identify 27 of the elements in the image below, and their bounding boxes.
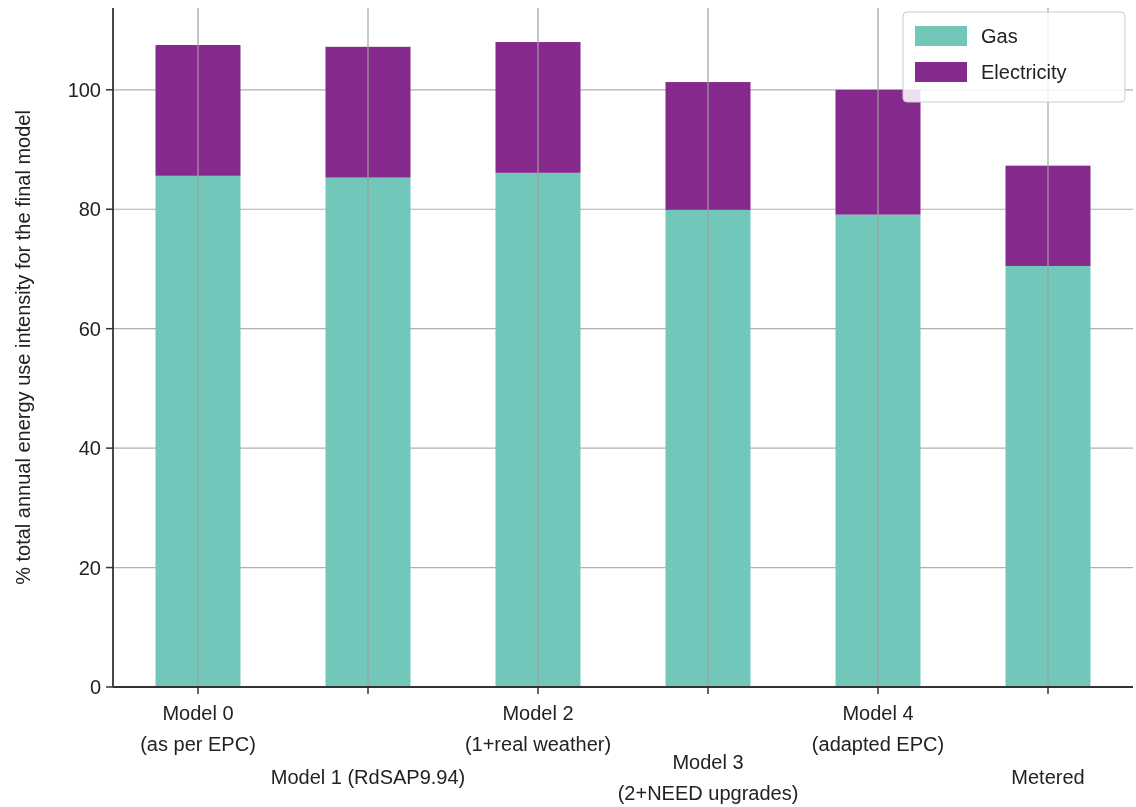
bar <box>155 175 241 687</box>
x-tick-label: Metered <box>1011 766 1085 788</box>
legend-label: Gas <box>981 25 1018 47</box>
x-tick-label: Model 4 (adapted EPC) <box>811 702 945 755</box>
x-tick-label: Model 3 (2+NEED upgrades) <box>617 750 799 804</box>
bar <box>325 177 411 687</box>
bar <box>665 209 751 687</box>
bar <box>495 42 581 173</box>
y-tick-label: 80 <box>78 198 101 221</box>
x-tick-label: Model 1 (RdSAP9.94) <box>270 766 466 788</box>
bar <box>1005 165 1091 266</box>
y-tick-label: 60 <box>78 317 101 340</box>
y-tick-label: 100 <box>67 78 101 101</box>
bar <box>325 46 411 178</box>
bar <box>495 172 581 687</box>
y-tick-label: 20 <box>78 556 101 579</box>
x-tick-label: Model 2 (1+real weather) <box>464 702 612 755</box>
bar <box>155 45 241 176</box>
legend-label: Electricity <box>981 61 1067 83</box>
y-tick-label: 40 <box>78 437 101 460</box>
bar <box>665 82 751 210</box>
y-tick-label: 0 <box>89 676 101 698</box>
bar <box>835 89 921 215</box>
y-axis-title: % total annual energy use intensity for the final model <box>12 110 34 585</box>
bar <box>1005 265 1091 687</box>
bar <box>835 214 921 687</box>
x-tick-label: Model 0 (as per EPC) <box>140 702 256 755</box>
